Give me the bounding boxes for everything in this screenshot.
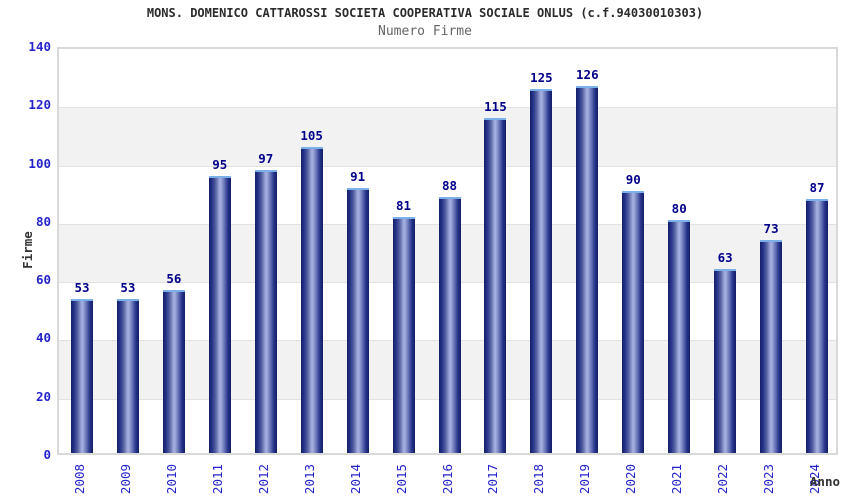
bar (668, 219, 691, 453)
bar (70, 298, 93, 453)
bar (806, 199, 829, 453)
bar-value-label: 80 (671, 200, 687, 216)
bar-value-label: 88 (441, 177, 458, 193)
bar (530, 88, 553, 453)
gridline (59, 107, 836, 109)
x-tick-label: 2008 (71, 463, 87, 495)
y-tick-label: 20 (35, 388, 51, 404)
x-tick-label: 2018 (531, 463, 547, 495)
bar-value-label: 105 (300, 128, 323, 143)
x-tick-label: 2013 (301, 463, 317, 495)
y-tick-label: 60 (35, 272, 51, 288)
y-tick-label: 120 (28, 97, 51, 113)
bar-value-label: 63 (717, 250, 733, 266)
bar-value-label: 97 (258, 151, 274, 167)
bar (760, 240, 783, 453)
bar (300, 147, 323, 453)
y-axis-title: Firme (20, 231, 35, 269)
bar-value-label: 87 (809, 180, 825, 196)
chart-title: MONS. DOMENICO CATTAROSSI SOCIETA COOPER… (146, 6, 704, 20)
gridline (59, 165, 836, 167)
x-tick-label: 2020 (623, 463, 639, 495)
x-tick-label: 2015 (393, 463, 409, 495)
x-tick-label: 2019 (577, 463, 593, 495)
chart-subtitle: Numero Firme (378, 24, 472, 39)
x-tick-label: 2023 (761, 463, 777, 495)
bar-value-label: 115 (484, 98, 507, 114)
bar (162, 289, 185, 453)
x-tick-label: 2014 (347, 463, 363, 495)
x-tick-label: 2022 (715, 463, 731, 495)
bar (622, 190, 645, 453)
x-tick-label: 2017 (485, 463, 501, 495)
bar (484, 117, 507, 453)
y-tick-label: 100 (28, 155, 51, 171)
bar (346, 187, 369, 453)
plot-band (59, 107, 836, 166)
bar (254, 170, 277, 453)
y-tick-label: 140 (28, 39, 51, 54)
bar-value-label: 53 (74, 279, 90, 295)
x-tick-label: 2012 (255, 463, 271, 495)
bar (714, 269, 737, 453)
bar-value-label: 125 (530, 69, 553, 85)
bar-value-label: 53 (120, 279, 136, 295)
bar (392, 216, 415, 453)
bar-value-label: 81 (396, 197, 412, 213)
bar-value-label: 56 (166, 270, 182, 286)
bar (576, 85, 599, 453)
bar-value-label: 90 (625, 171, 641, 187)
bar-value-label: 126 (576, 66, 599, 82)
bar-value-label: 73 (763, 221, 779, 237)
x-axis-title: Anno (809, 474, 840, 489)
y-tick-label: 40 (35, 330, 51, 346)
bar-value-label: 95 (212, 157, 228, 173)
x-tick-label: 2016 (439, 463, 455, 495)
bar (438, 196, 461, 453)
x-tick-label: 2021 (669, 463, 685, 495)
x-tick-label: 2011 (209, 463, 225, 495)
y-tick-label: 80 (35, 213, 51, 229)
bar-value-label: 91 (350, 168, 366, 184)
bar (208, 176, 231, 453)
plot-area: 53 53 56 95 97 105 91 81 88 115 125 126 90 80 63 73 87 (57, 47, 838, 455)
x-tick-label: 2010 (163, 463, 179, 495)
y-tick-label: 0 (43, 447, 51, 462)
x-tick-label: 2009 (117, 463, 133, 495)
bar (116, 298, 139, 453)
